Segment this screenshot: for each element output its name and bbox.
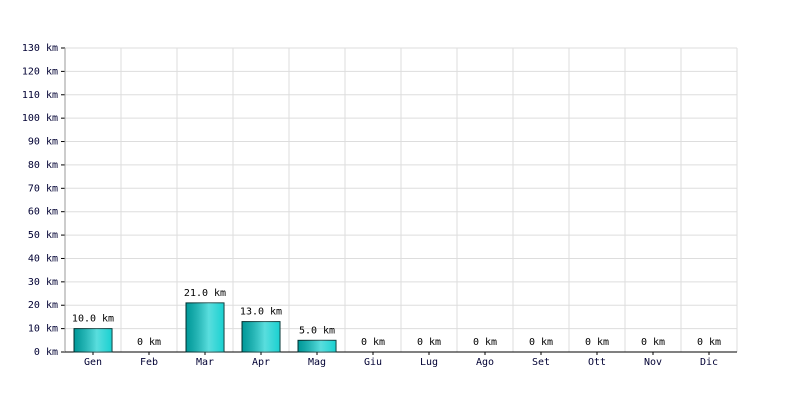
bar-shine: [186, 302, 224, 352]
value-label: 10.0 km: [72, 314, 114, 325]
y-tick-label: 50 km: [28, 230, 58, 241]
value-label: 0 km: [585, 337, 609, 348]
y-tick-label: 20 km: [28, 300, 58, 311]
value-label: 0 km: [137, 337, 161, 348]
y-tick-label: 10 km: [28, 324, 58, 335]
x-tick-label: Ago: [476, 357, 494, 368]
y-tick-label: 90 km: [28, 137, 58, 148]
x-tick-label: Feb: [140, 357, 158, 368]
x-tick-label: Ott: [588, 357, 606, 368]
y-tick-label: 70 km: [28, 183, 58, 194]
x-tick-label: Giu: [364, 357, 382, 368]
value-label: 0 km: [417, 337, 441, 348]
y-tick-label: 100 km: [22, 113, 58, 124]
y-tick-label: 110 km: [22, 90, 58, 101]
value-label: 21.0 km: [184, 288, 226, 299]
value-label: 0 km: [361, 337, 385, 348]
y-tick-label: 40 km: [28, 253, 58, 264]
bar-shine: [242, 321, 280, 352]
value-label: 0 km: [473, 337, 497, 348]
x-tick-label: Mar: [196, 357, 214, 368]
x-tick-label: Gen: [84, 357, 102, 368]
x-tick-label: Lug: [420, 357, 438, 368]
bar-shine: [74, 328, 112, 352]
y-tick-label: 60 km: [28, 207, 58, 218]
value-label: 13.0 km: [240, 307, 282, 318]
x-tick-label: Mag: [308, 357, 326, 368]
y-tick-label: 80 km: [28, 160, 58, 171]
value-label: 0 km: [697, 337, 721, 348]
y-tick-label: 0 km: [34, 347, 58, 358]
x-tick-label: Apr: [252, 357, 270, 368]
value-label: 0 km: [529, 337, 553, 348]
bar-shine: [298, 340, 336, 352]
value-label: 0 km: [641, 337, 665, 348]
x-tick-label: Set: [532, 357, 550, 368]
x-tick-label: Dic: [700, 357, 718, 368]
y-tick-label: 30 km: [28, 277, 58, 288]
y-tick-label: 130 km: [22, 43, 58, 54]
value-label: 5.0 km: [299, 325, 335, 336]
y-tick-label: 120 km: [22, 66, 58, 77]
x-tick-label: Nov: [644, 357, 662, 368]
